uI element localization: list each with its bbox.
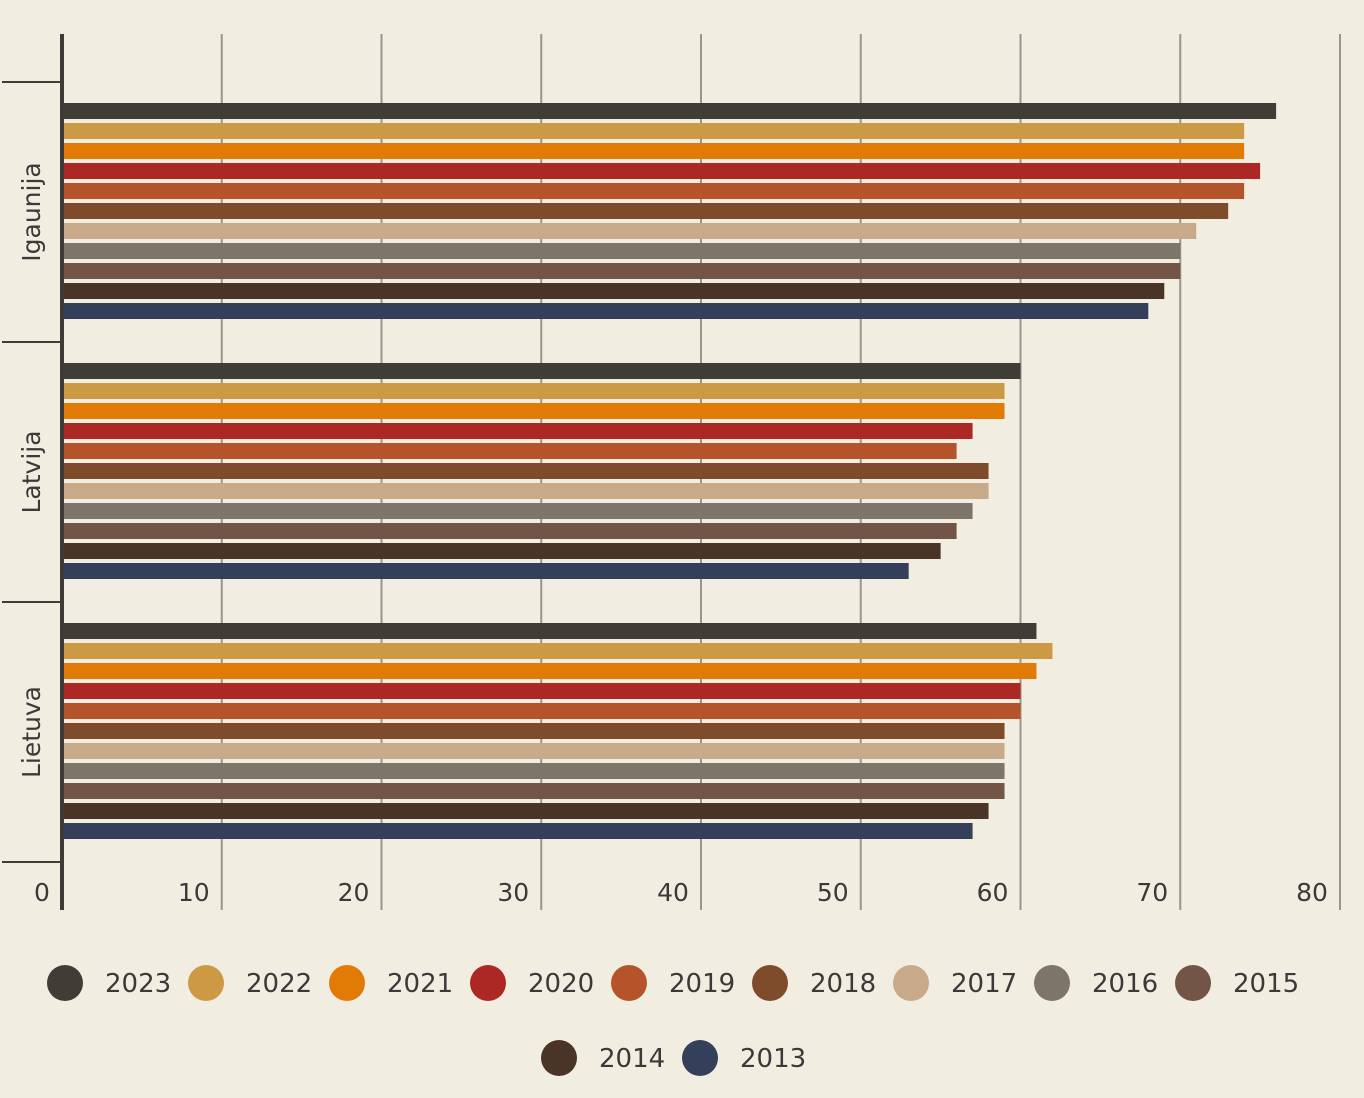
bar-Igaunija-2022	[64, 123, 1245, 139]
legend-marker-2022	[188, 965, 224, 1001]
x-tick-label-0: 0	[34, 878, 50, 907]
legend-label-2022: 2022	[246, 969, 312, 999]
x-tick-label-30: 30	[497, 878, 529, 907]
bar-Igaunija-2020	[64, 163, 1261, 179]
bar-Latvija-2022	[64, 383, 1005, 399]
bar-Lietuva-2020	[64, 683, 1021, 699]
bars	[64, 103, 1277, 839]
bar-Igaunija-2013	[64, 303, 1149, 319]
legend-marker-2020	[470, 965, 506, 1001]
legend-marker-2014	[541, 1040, 577, 1076]
legend-marker-2013	[682, 1040, 718, 1076]
axis-labels: 0 10 20 30 40 50 60 70 80 Igaunija Latvija Lietuva	[17, 162, 1328, 907]
bar-Igaunija-2021	[64, 143, 1245, 159]
legend-marker-2015	[1175, 965, 1211, 1001]
legend-label-2023: 2023	[105, 969, 171, 999]
x-tick-label-50: 50	[817, 878, 849, 907]
bar-Igaunija-2017	[64, 223, 1197, 239]
bar-Lietuva-2014	[64, 803, 989, 819]
legend-label-2013: 2013	[740, 1044, 806, 1074]
bar-Lietuva-2015	[64, 783, 1005, 799]
bar-Latvija-2016	[64, 503, 973, 519]
bar-Lietuva-2013	[64, 823, 973, 839]
bar-Igaunija-2014	[64, 283, 1165, 299]
x-tick-label-20: 20	[338, 878, 370, 907]
legend-label-2020: 2020	[528, 969, 594, 999]
bar-Igaunija-2019	[64, 183, 1245, 199]
bar-Latvija-2021	[64, 403, 1005, 419]
bar-Lietuva-2017	[64, 743, 1005, 759]
bar-Latvija-2017	[64, 483, 989, 499]
bar-Lietuva-2016	[64, 763, 1005, 779]
bar-Latvija-2015	[64, 523, 957, 539]
legend: 2023 2022 2021 2020 2019 2018 2017 2016 2015 2014…	[47, 965, 1299, 1076]
legend-marker-2023	[47, 965, 83, 1001]
x-tick-label-60: 60	[977, 878, 1009, 907]
x-tick-label-80: 80	[1296, 878, 1328, 907]
bar-Lietuva-2022	[64, 643, 1053, 659]
legend-marker-2017	[893, 965, 929, 1001]
legend-marker-2016	[1034, 965, 1070, 1001]
category-label-Lietuva: Lietuva	[17, 686, 46, 778]
category-label-Igaunija: Igaunija	[17, 162, 46, 261]
x-tick-label-70: 70	[1136, 878, 1168, 907]
bar-Latvija-2019	[64, 443, 957, 459]
bar-Igaunija-2023	[64, 103, 1277, 119]
bar-Lietuva-2019	[64, 703, 1021, 719]
x-tick-label-40: 40	[657, 878, 689, 907]
bar-Igaunija-2018	[64, 203, 1229, 219]
bar-Lietuva-2018	[64, 723, 1005, 739]
axes	[2, 34, 64, 910]
legend-marker-2021	[329, 965, 365, 1001]
legend-label-2021: 2021	[387, 969, 453, 999]
bar-Latvija-2013	[64, 563, 909, 579]
bar-Lietuva-2021	[64, 663, 1037, 679]
legend-label-2019: 2019	[669, 969, 735, 999]
bar-Igaunija-2016	[64, 243, 1181, 259]
x-tick-label-10: 10	[178, 878, 210, 907]
legend-label-2014: 2014	[599, 1044, 665, 1074]
bar-Igaunija-2015	[64, 263, 1181, 279]
bar-Latvija-2018	[64, 463, 989, 479]
legend-label-2017: 2017	[951, 969, 1017, 999]
bar-Latvija-2020	[64, 423, 973, 439]
bar-Latvija-2023	[64, 363, 1021, 379]
bar-Latvija-2014	[64, 543, 941, 559]
legend-marker-2019	[611, 965, 647, 1001]
bar-Lietuva-2023	[64, 623, 1037, 639]
category-label-Latvija: Latvija	[17, 430, 46, 513]
legend-label-2015: 2015	[1233, 969, 1299, 999]
legend-label-2016: 2016	[1092, 969, 1158, 999]
legend-marker-2018	[752, 965, 788, 1001]
legend-label-2018: 2018	[810, 969, 876, 999]
